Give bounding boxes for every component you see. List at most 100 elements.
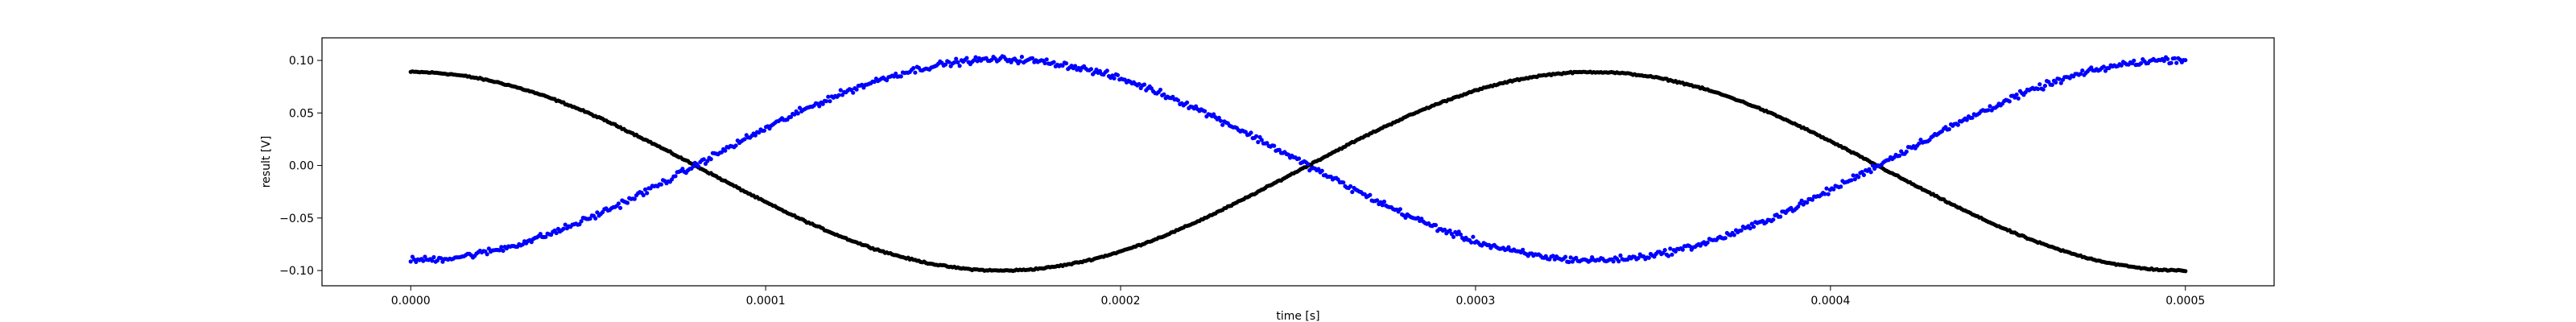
data-point <box>838 88 843 93</box>
data-point <box>1748 226 1752 231</box>
data-point <box>485 252 489 257</box>
data-point <box>1381 199 1387 204</box>
data-point <box>1185 100 1190 105</box>
data-point <box>1162 92 1166 97</box>
data-point <box>1256 139 1261 145</box>
data-point <box>792 112 797 117</box>
data-point <box>673 174 678 179</box>
data-point <box>625 200 630 205</box>
data-point <box>1946 126 1951 132</box>
data-point <box>913 70 918 75</box>
data-point <box>894 71 898 76</box>
data-point <box>579 219 584 224</box>
data-point <box>1550 254 1555 258</box>
data-point <box>1115 72 1121 77</box>
data-point <box>1044 57 1049 62</box>
data-point <box>1254 134 1259 138</box>
data-point <box>1732 233 1736 237</box>
data-point <box>1796 204 1801 209</box>
data-point <box>616 201 621 206</box>
data-point <box>2101 64 2106 69</box>
data-point <box>1447 228 1452 233</box>
data-point <box>1823 192 1827 196</box>
data-point <box>641 192 646 198</box>
data-point <box>2058 80 2063 85</box>
data-point <box>2132 58 2136 63</box>
data-point <box>1739 228 1744 233</box>
data-point <box>1249 130 1253 135</box>
data-point <box>1306 162 1311 167</box>
data-point <box>854 87 859 92</box>
data-point <box>497 248 502 253</box>
data-point <box>753 133 758 138</box>
data-point <box>1175 98 1181 103</box>
data-point <box>952 60 957 65</box>
data-point <box>1839 184 1843 189</box>
data-point <box>1670 252 1674 257</box>
data-point <box>1297 156 1302 161</box>
data-point <box>1856 175 1861 180</box>
data-point <box>1868 170 1873 175</box>
data-point <box>2014 92 2019 97</box>
series-1 <box>408 69 2188 274</box>
y-axis-label: result [V] <box>260 136 273 188</box>
data-point <box>2041 87 2046 92</box>
data-point <box>520 242 525 247</box>
data-point <box>696 164 701 169</box>
data-point <box>1443 227 1447 232</box>
data-point <box>956 60 960 65</box>
data-point <box>1964 118 1969 122</box>
data-point <box>1469 240 1474 245</box>
data-point <box>788 114 794 119</box>
data-point <box>2079 72 2083 76</box>
data-point <box>691 164 696 169</box>
data-point <box>430 258 435 263</box>
data-point <box>1662 248 1667 253</box>
y-tick-label: 0.10 <box>289 55 314 68</box>
data-point <box>723 148 728 153</box>
data-point <box>1751 225 1757 229</box>
y-tick-label: 0.00 <box>289 160 314 173</box>
data-point <box>1587 258 1593 263</box>
data-point <box>1319 168 1324 173</box>
data-point <box>719 150 724 155</box>
data-point <box>543 234 548 239</box>
data-point <box>1104 68 1109 73</box>
data-point <box>1666 254 1671 258</box>
data-point <box>964 56 969 60</box>
data-point <box>1097 68 1102 73</box>
data-point <box>1861 172 1866 177</box>
data-point <box>1272 143 1277 148</box>
data-point <box>1286 152 1290 157</box>
data-point <box>2080 68 2085 73</box>
data-point <box>1018 59 1022 64</box>
data-point <box>1063 61 1069 66</box>
data-point <box>1646 255 1651 260</box>
data-point <box>757 130 762 135</box>
data-point <box>1521 247 1525 252</box>
data-point <box>708 157 713 162</box>
data-point <box>421 258 426 263</box>
data-point <box>1824 186 1829 191</box>
data-point <box>1805 200 1810 205</box>
data-point <box>733 143 738 148</box>
data-point <box>1051 60 1056 64</box>
data-point <box>2183 58 2188 63</box>
data-point <box>826 94 831 99</box>
data-point <box>1094 67 1099 72</box>
data-point <box>2016 96 2021 101</box>
data-point <box>2174 60 2179 65</box>
data-point <box>1723 236 1728 241</box>
data-point <box>1771 217 1776 222</box>
data-point <box>2037 82 2042 87</box>
data-point <box>1680 247 1685 252</box>
data-point <box>1831 187 1836 192</box>
data-point <box>2172 56 2178 60</box>
data-point <box>1158 87 1163 93</box>
series-layer <box>408 54 2188 274</box>
data-point <box>1567 259 1571 265</box>
data-point <box>645 191 650 196</box>
x-tick-label: 0.0004 <box>1810 295 1850 308</box>
data-point <box>2057 76 2062 81</box>
